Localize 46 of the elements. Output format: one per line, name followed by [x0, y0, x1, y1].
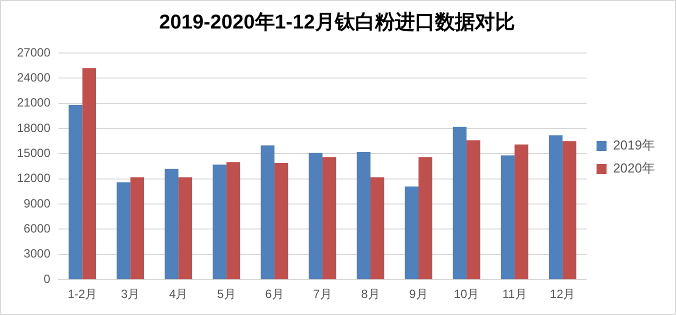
- y-tick-label: 3000: [24, 246, 51, 261]
- y-tick-label: 27000: [16, 45, 51, 60]
- y-tick-label: 18000: [16, 120, 51, 135]
- bar: [274, 162, 288, 280]
- bar: [404, 186, 419, 280]
- bar: [212, 164, 226, 280]
- bar: [356, 152, 370, 280]
- y-tick-label: 0: [44, 272, 51, 286]
- bar: [226, 162, 240, 280]
- x-tick-label: 7月: [313, 287, 332, 302]
- bar: [452, 126, 467, 280]
- x-tick-label: 10月: [454, 287, 480, 302]
- x-tick-label: 9月: [409, 287, 428, 302]
- bar: [514, 144, 528, 280]
- legend-label: 2019年: [613, 138, 655, 153]
- bar: [500, 155, 515, 280]
- bar: [418, 157, 432, 280]
- chart-title: 2019-2020年1-12月钛白粉进口数据对比: [159, 12, 515, 34]
- x-tick-label: 6月: [265, 287, 284, 302]
- bar: [370, 177, 384, 280]
- x-tick-label: 8月: [361, 287, 380, 302]
- x-tick-label: 4月: [169, 287, 188, 302]
- bar: [116, 182, 130, 280]
- bar: [548, 135, 563, 280]
- y-tick-label: 6000: [24, 222, 51, 236]
- legend-label: 2020年: [613, 160, 655, 176]
- bar: [322, 157, 336, 280]
- bar: [130, 177, 144, 280]
- x-tick-label: 11月: [502, 287, 527, 302]
- bar: [82, 68, 96, 280]
- bar: [466, 140, 480, 280]
- bar: [562, 141, 576, 280]
- y-tick-label: 15000: [16, 146, 51, 160]
- bar: [178, 177, 192, 280]
- x-tick-label: 12月: [550, 287, 576, 302]
- bar: [308, 152, 322, 280]
- y-tick-label: 12000: [16, 171, 51, 186]
- x-tick-label: 1-2月: [68, 287, 98, 302]
- y-tick-label: 24000: [16, 70, 51, 84]
- y-tick-label: 21000: [16, 96, 51, 110]
- y-tick-label: 9000: [24, 196, 51, 210]
- x-tick-label: 3月: [121, 287, 140, 302]
- x-tick-label: 5月: [217, 287, 236, 302]
- bar: [164, 168, 178, 280]
- bar: [260, 145, 274, 280]
- bar: [68, 105, 82, 280]
